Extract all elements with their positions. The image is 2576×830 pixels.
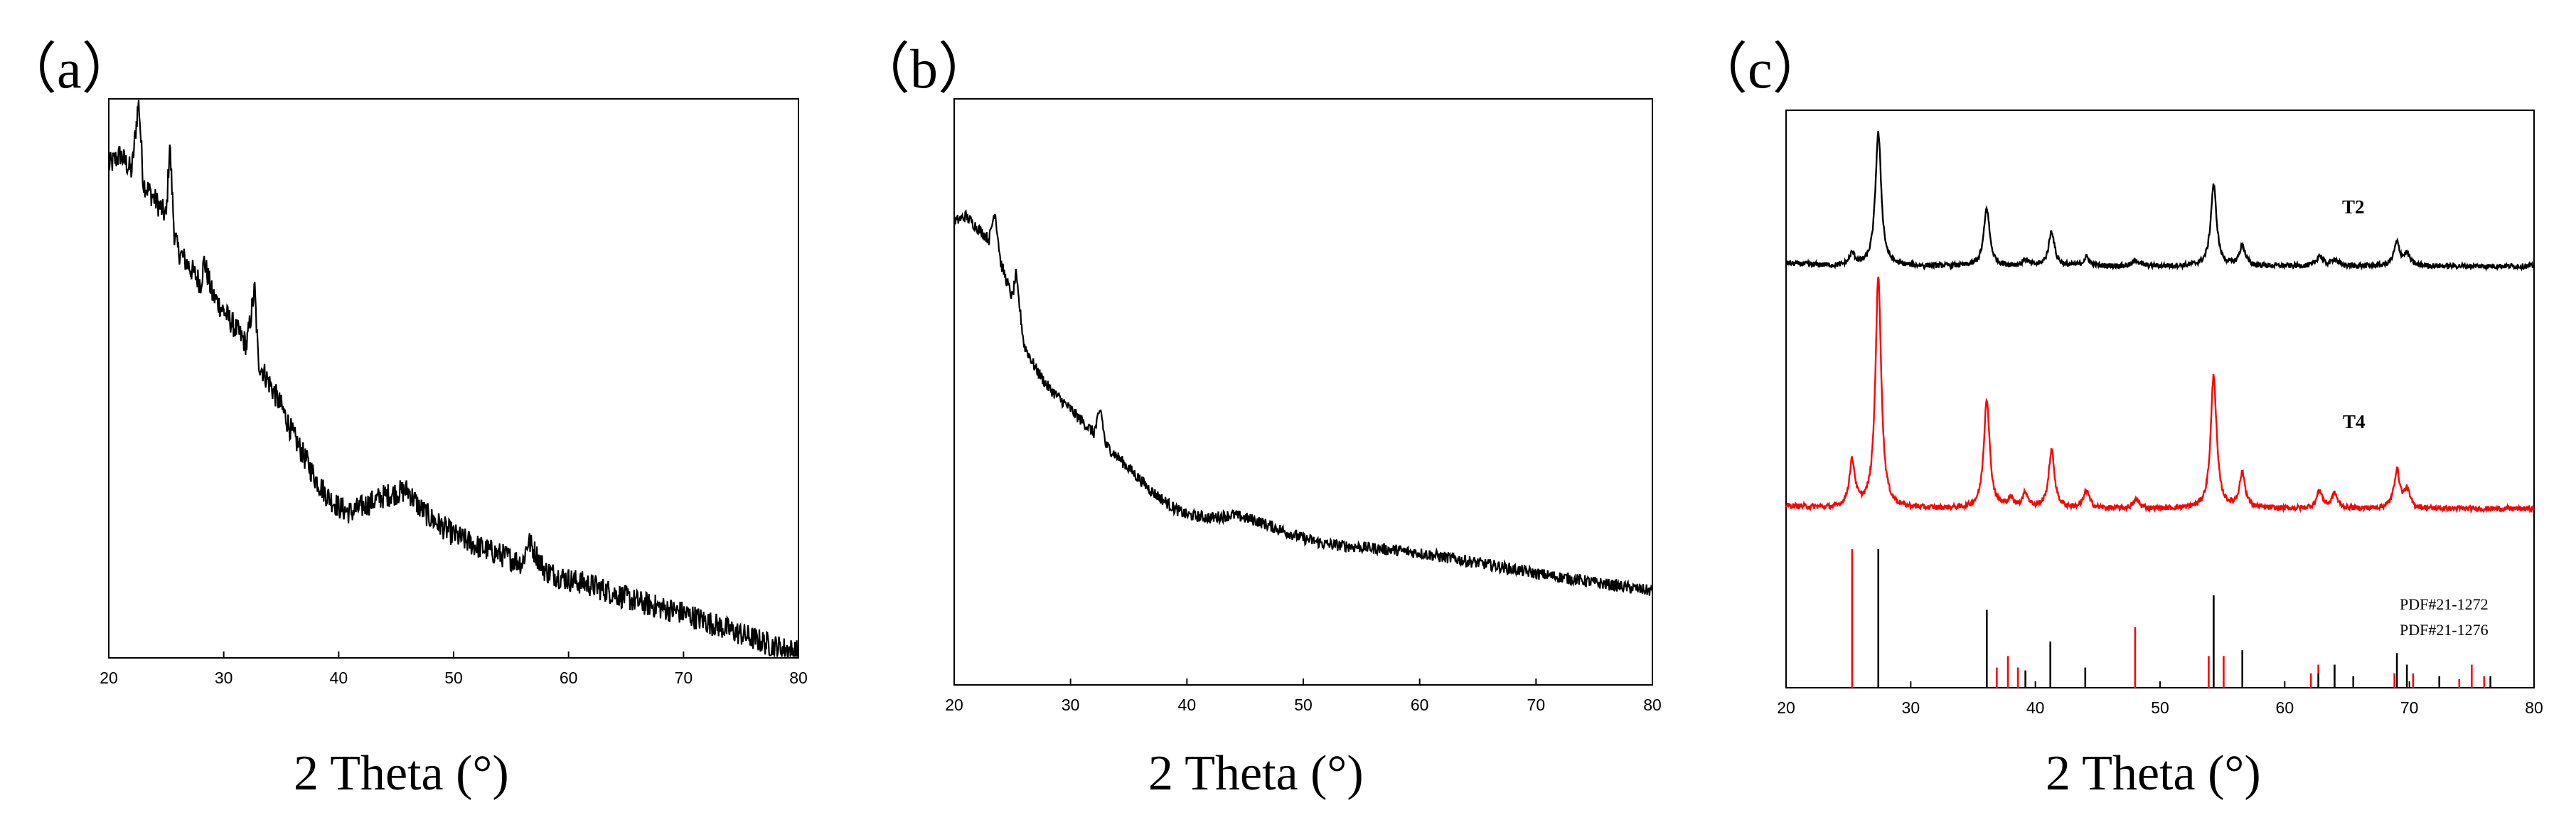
- annotation-pdf-21-1276: PDF#21-1276: [2400, 621, 2489, 639]
- x-axis-label-a: 2 Theta (°): [294, 746, 509, 801]
- x-tick-label-c-80: 80: [2525, 698, 2543, 717]
- x-tick-label-a-80: 80: [789, 669, 808, 687]
- annotation-t2: T2: [2342, 196, 2365, 218]
- plot-frame-a: [108, 98, 799, 659]
- x-tick-label-a-50: 50: [444, 669, 463, 687]
- x-tick-label-a-40: 40: [330, 669, 348, 687]
- x-tick-label-c-70: 70: [2400, 698, 2419, 717]
- x-tick-label-b-30: 30: [1062, 696, 1080, 714]
- chart-c: 20 30 40 50 60 70 80 T2 T4 PDF#21-1272 PDF#21-1276: [1777, 110, 2543, 717]
- chart-a: 20 30 40 50 60 70 80: [100, 98, 808, 687]
- x-tick-label-b-70: 70: [1527, 696, 1546, 714]
- x-tick-label-b-60: 60: [1411, 696, 1429, 714]
- series-line-a: [107, 100, 800, 658]
- x-tick-label-b-20: 20: [945, 696, 963, 714]
- panel-label-b: （b）: [855, 38, 994, 100]
- x-tick-label-b-80: 80: [1643, 696, 1662, 714]
- x-tick-label-c-20: 20: [1777, 698, 1795, 717]
- x-tick-label-a-70: 70: [675, 669, 693, 687]
- panel-c: （c） 20 30 40 50 60 70 80 T2 T4 PDF#21-1272 PDF#21-…: [1692, 0, 2576, 830]
- x-tick-label-a-30: 30: [215, 669, 233, 687]
- x-tick-label-c-30: 30: [1902, 698, 1920, 717]
- x-tick-label-c-40: 40: [2026, 698, 2045, 717]
- annotation-pdf-21-1272: PDF#21-1272: [2400, 595, 2489, 613]
- series-line-b: [953, 209, 1654, 596]
- x-tick-label-a-60: 60: [560, 669, 578, 687]
- panel-label-a: （a）: [1, 38, 137, 100]
- x-axis-label-b: 2 Theta (°): [1148, 746, 1364, 801]
- x-tick-label-b-50: 50: [1294, 696, 1313, 714]
- x-axis-label-c: 2 Theta (°): [2046, 746, 2261, 801]
- x-tick-label-c-60: 60: [2276, 698, 2294, 717]
- x-tick-label-b-40: 40: [1178, 696, 1197, 714]
- panel-a: （a） 20 30 40 50 60 70 80 2 Theta (°): [0, 0, 825, 830]
- chart-b: 20 30 40 50 60 70 80: [945, 98, 1662, 714]
- plot-frame-b: [953, 98, 1653, 686]
- x-tick-label-a-20: 20: [100, 669, 118, 687]
- panel-b: （b） 20 30 40 50 60 70 80 2 Theta (°): [853, 0, 1678, 830]
- series-line-t4: [1785, 276, 2535, 514]
- annotation-t4: T4: [2343, 411, 2366, 432]
- panel-label-c: （c）: [1692, 38, 1828, 100]
- x-tick-label-c-50: 50: [2151, 698, 2169, 717]
- series-line-t2: [1785, 131, 2535, 272]
